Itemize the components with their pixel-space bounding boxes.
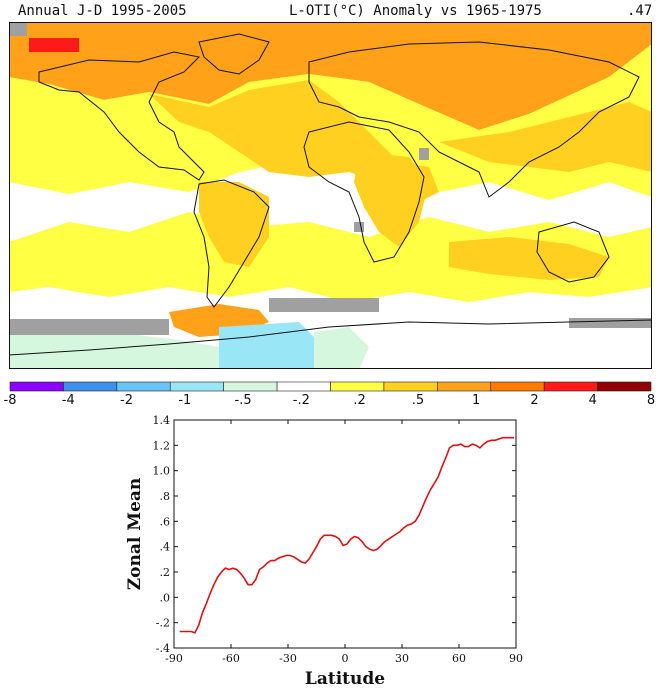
y-tick-label: 1.2 [153,439,171,452]
coastline-australia [536,221,610,283]
colorbar-swatch [223,381,278,392]
y-tick-label: .0 [160,591,171,604]
colorbar-swatch [63,381,118,392]
x-tick-label: 0 [342,652,349,665]
colorbar-tick-label: -4 [62,393,75,406]
coastline-greenland [198,33,270,75]
map-anomaly-title: L-OTI(°C) Anomaly vs 1965-1975 [289,3,542,19]
coastline-north-america [38,51,205,181]
colorbar-tick-label: -8 [4,393,17,406]
y-axis-label: Zonal Mean [125,478,145,591]
colorbar-swatch [169,381,224,392]
figure-header: Annual J-D 1995-2005 L-OTI(°C) Anomaly v… [0,0,661,22]
y-tick-label: 1.0 [153,465,171,478]
y-tick-label: .2 [160,566,171,579]
x-axis-label: Latitude [305,669,385,689]
anomaly-region-cool-light [9,334,219,369]
arctic-warm-band [9,22,652,130]
y-tick-label: -.4 [156,642,170,655]
colorbar-tick-labels: -8 -4 -2 -1 -.5 -.2 .2 .5 1 2 4 8 [4,393,656,406]
x-tick-label: 30 [395,652,409,665]
missing-data-region [9,22,27,36]
map-period-title: Annual J-D 1995-2005 [18,3,187,19]
y-tick-label: -.2 [156,617,170,630]
colorbar-tick-label: 1 [472,393,480,406]
coastline-antarctica [9,319,652,356]
colorbar-swatch [490,381,545,392]
colorbar-swatch [116,381,171,392]
colorbar-tick-label: .2 [353,393,365,406]
anomaly-region-cool-light-east [314,327,369,369]
colorbar-swatches [9,381,652,392]
y-tick-label: .6 [160,515,171,528]
colorbar-tick-label: 2 [530,393,538,406]
x-tick-label: -30 [279,652,297,665]
anomaly-region-southern-yellow [9,212,652,302]
colorbar-swatch [9,381,64,392]
colorbar-swatch [330,381,385,392]
colorbar: -8 -4 -2 -1 -.5 -.2 .2 .5 1 2 4 8 [4,381,656,406]
coastline-south-america [193,179,270,308]
y-tick-label: .4 [160,541,171,554]
x-tick-label: 90 [509,652,523,665]
x-tick-label: -60 [222,652,240,665]
colorbar-swatch [276,381,331,392]
map-frame [9,22,652,369]
anomaly-region-tropical-orange [199,182,269,267]
coastlines [9,33,652,356]
x-tick-label: 60 [452,652,466,665]
colorbar-swatch [437,381,492,392]
y-tick-label: .8 [160,490,171,503]
colorbar-tick-label: -2 [120,393,133,406]
y-tick-label: 1.4 [153,414,171,427]
coastline-eurasia [308,41,640,198]
anomaly-map [9,22,652,369]
colorbar-tick-label: -.5 [235,393,252,406]
anomaly-region-cool-blue [219,322,319,369]
global-mean-value: .47 [627,3,653,19]
colorbar-swatch [383,381,438,392]
plot-frame [173,419,517,649]
missing-data-region [569,318,652,328]
colorbar-tick-label: 4 [589,393,597,406]
missing-data-region [269,298,379,312]
anomaly-region-red [29,38,79,52]
anomaly-region-asia-orange [439,102,652,172]
colorbar-swatch [543,381,598,392]
colorbar-tick-label: 8 [647,393,655,406]
zonal-mean-line [179,436,515,634]
x-tick-label: -90 [165,652,183,665]
anomaly-region-southern-orange [449,237,609,280]
zonal-mean-chart: -.4 -.2 .0 .2 .4 .6 .8 1.0 1.2 1.4 -90 -60 -30 0 30 60 9… [125,414,523,689]
colorbar-swatch [597,381,652,392]
anomaly-region-africa-orange [354,152,429,247]
colorbar-tick-label: -.2 [293,393,310,406]
missing-data-region [354,222,364,232]
colorbar-tick-label: -1 [178,393,191,406]
colorbar-tick-label: .5 [412,393,424,406]
missing-data-region [9,319,169,335]
missing-data-region [419,148,429,160]
coastline-africa [303,121,425,263]
